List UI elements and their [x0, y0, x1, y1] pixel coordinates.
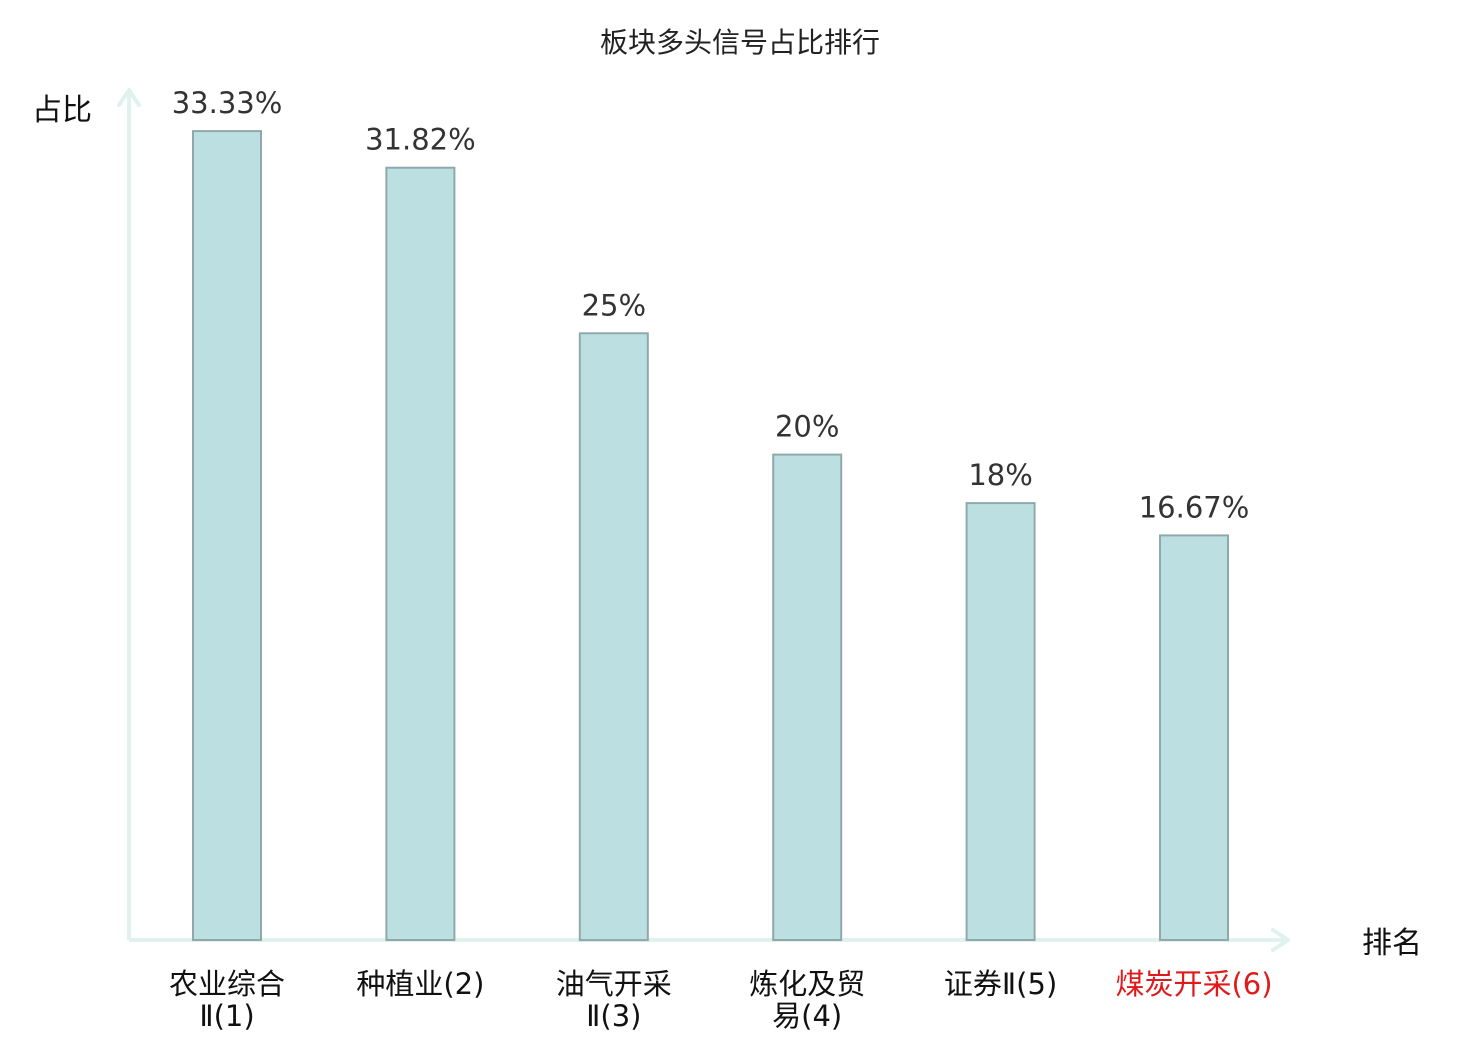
x-axis: 排名 — [129, 926, 1422, 961]
x-axis-arrow-icon — [1271, 928, 1290, 952]
value-label-5: 18% — [968, 458, 1032, 492]
category-labels: 农业综合 Ⅱ(1) 种植业(2) 油气开采 Ⅱ(3) 炼化及贸易(4) 证券Ⅱ(5) 煤炭开采… — [169, 967, 1273, 1033]
category-label-6: 煤炭开采(6) — [1115, 967, 1272, 1001]
category-label-5: 证券Ⅱ(5) — [944, 967, 1057, 1001]
chart-title: 板块多头信号占比排行 — [600, 26, 880, 59]
bar-1 — [192, 130, 262, 942]
y-axis: 占比 — [32, 88, 141, 940]
bar-2 — [385, 166, 456, 941]
bar-3 — [578, 332, 649, 942]
bar-4 — [772, 453, 843, 941]
bar-5 — [965, 502, 1036, 941]
value-label-1: 33.33% — [172, 86, 283, 120]
category-label-2: 种植业(2) — [356, 967, 484, 1001]
value-label-4: 20% — [775, 410, 839, 444]
x-axis-label: 排名 — [1362, 926, 1422, 961]
value-label-6: 16.67% — [1139, 490, 1250, 524]
bar-6 — [1159, 534, 1229, 942]
bars — [192, 130, 1229, 942]
value-labels: 33.33% 31.82% 25% 20% 18% 16.67% — [172, 86, 1250, 524]
value-label-2: 31.82% — [365, 123, 476, 157]
category-label-4: 炼化及贸易(4) — [749, 967, 865, 1033]
value-label-3: 25% — [582, 288, 646, 322]
category-label-1: 农业综合 Ⅱ(1) — [169, 967, 285, 1033]
category-label-3: 油气开采 Ⅱ(3) — [556, 967, 672, 1033]
y-axis-arrow-icon — [117, 88, 141, 107]
y-axis-label: 占比 — [32, 93, 92, 128]
